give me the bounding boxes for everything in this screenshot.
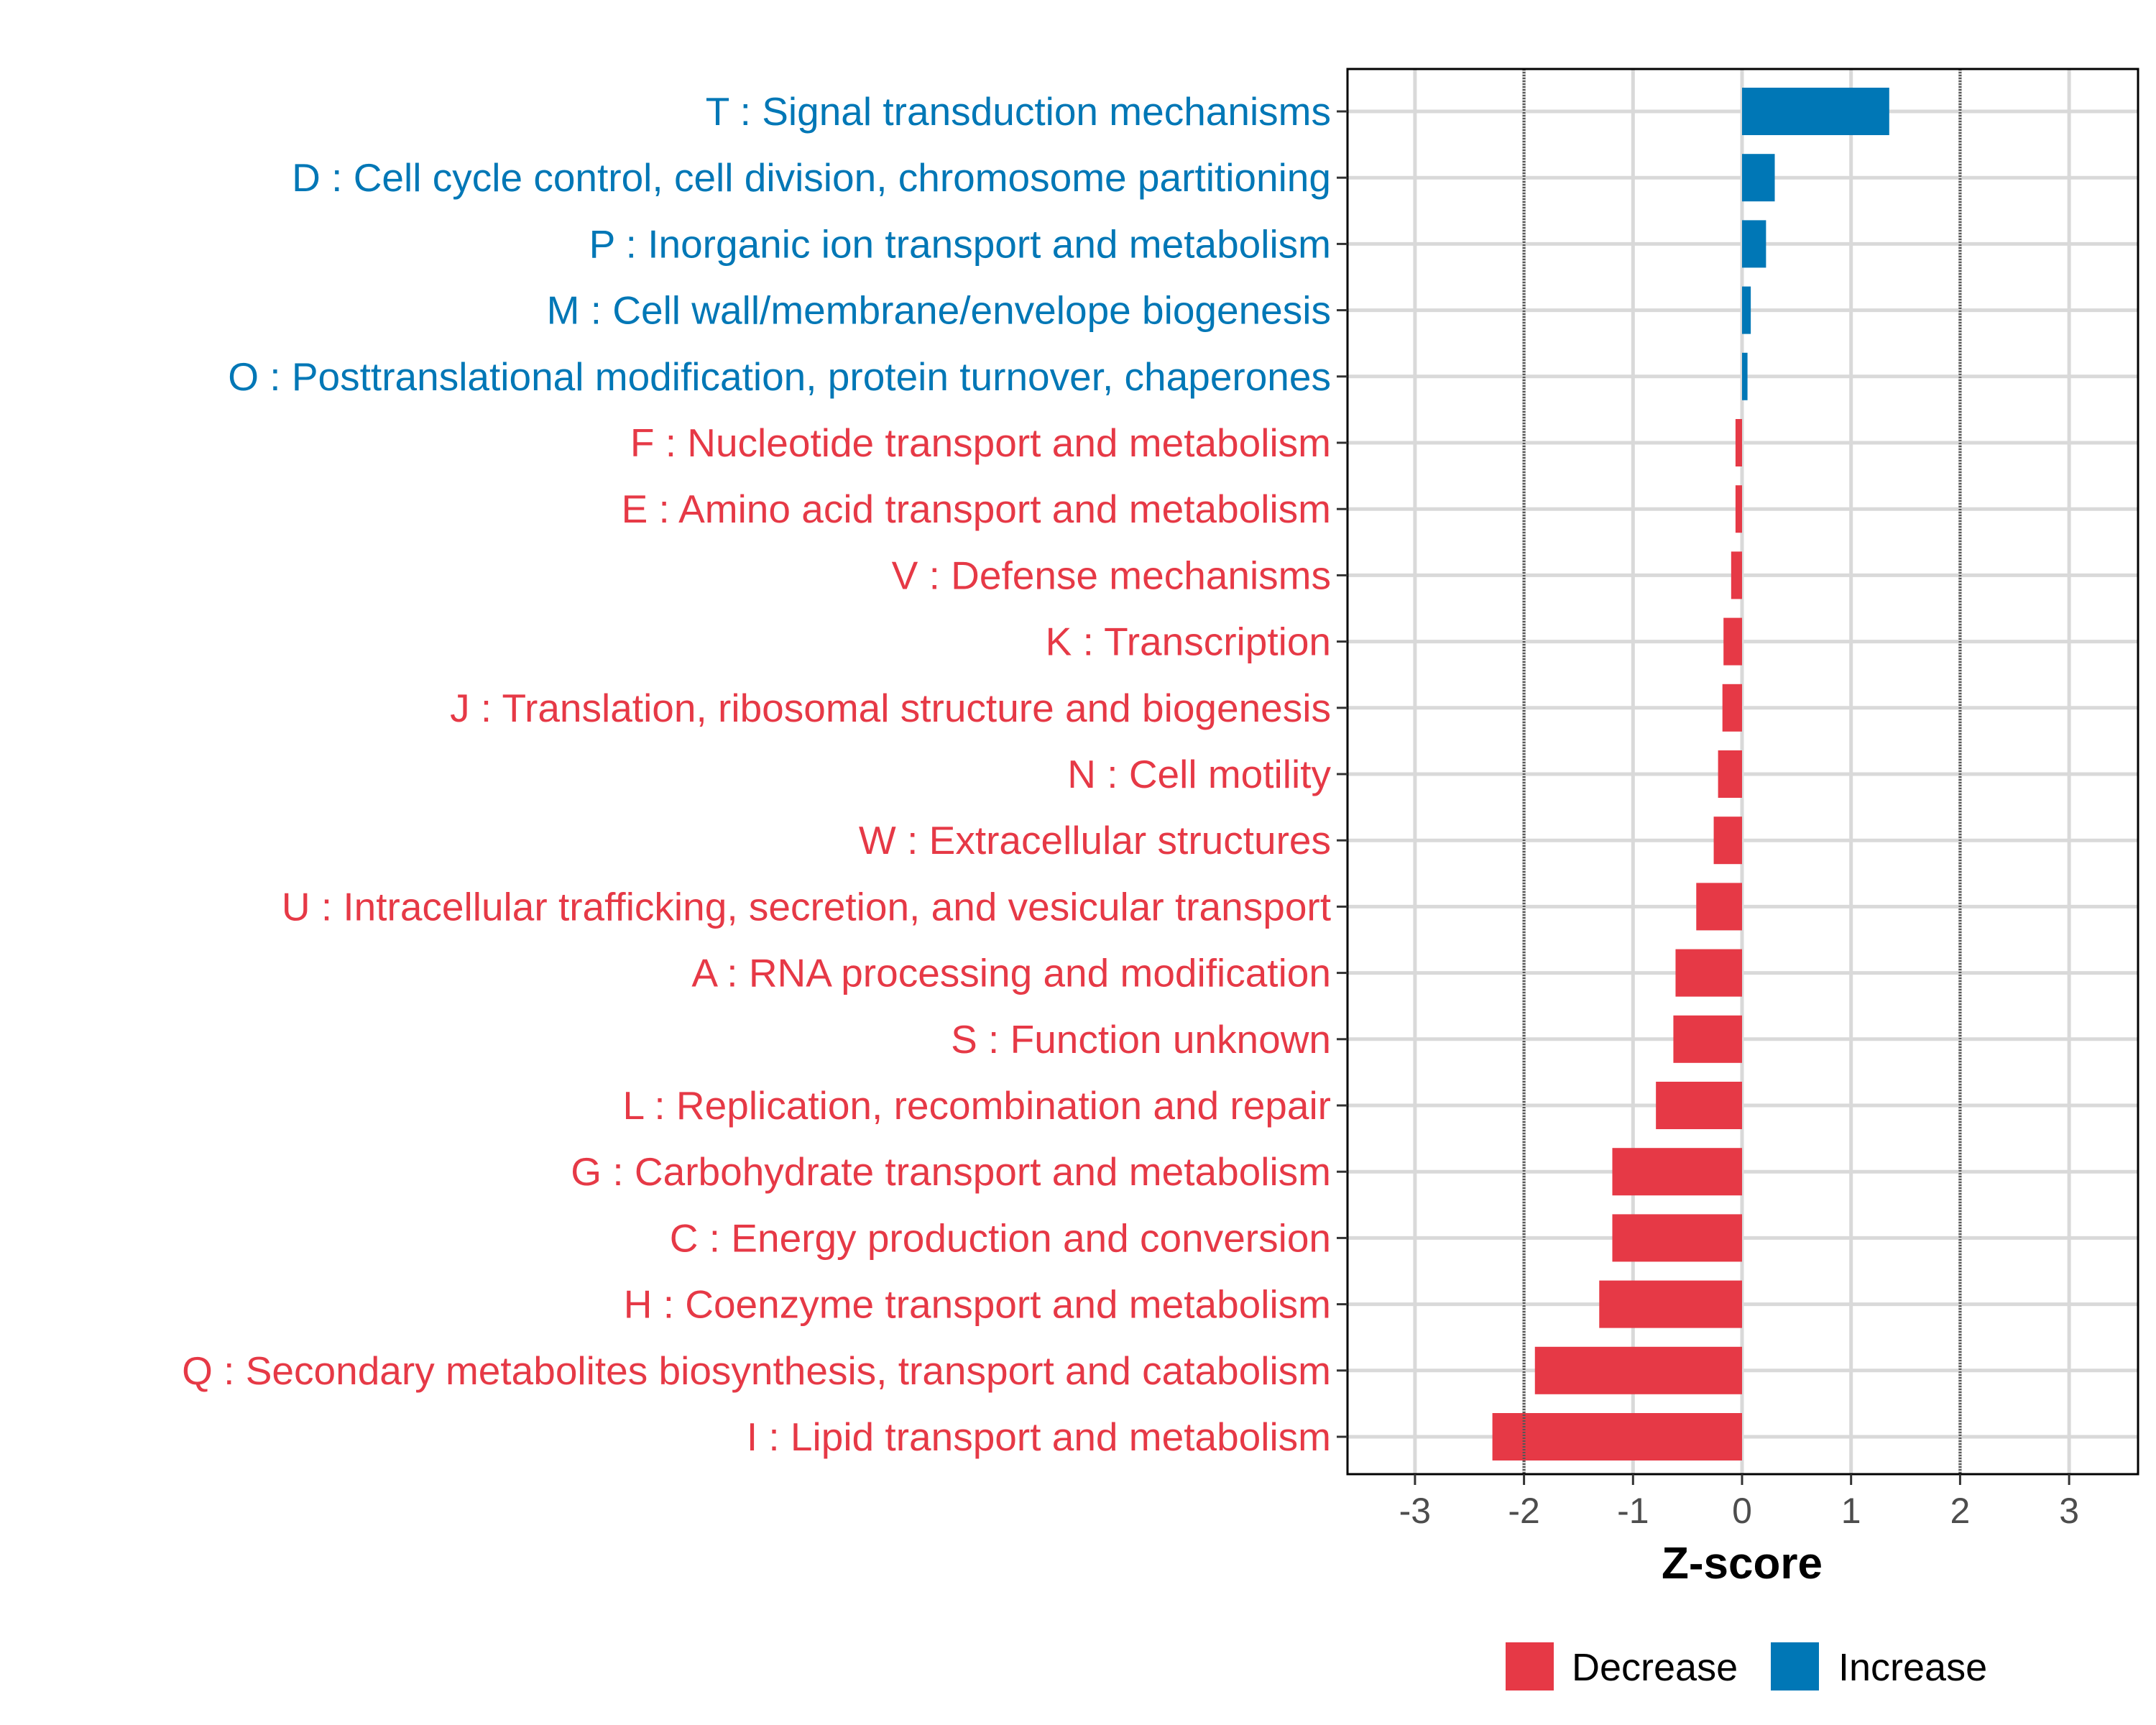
category-label: C : Energy production and conversion [670,1215,1331,1260]
bar [1735,419,1742,466]
bar [1612,1214,1742,1262]
category-label: S : Function unknown [951,1017,1331,1062]
bar [1492,1413,1742,1460]
category-label: T : Signal transduction mechanisms [706,89,1331,134]
category-label: I : Lipid transport and metabolism [747,1414,1331,1459]
category-label: P : Inorganic ion transport and metaboli… [589,221,1331,266]
legend-label-decrease: Decrease [1572,1646,1738,1689]
category-label: L : Replication, recombination and repai… [623,1083,1331,1128]
category-label: U : Intracellular trafficking, secretion… [282,884,1331,929]
category-label: A : RNA processing and modification [691,951,1331,995]
x-tick-label: -3 [1399,1491,1431,1531]
bar [1735,485,1742,533]
bar [1599,1280,1742,1328]
x-tick-label: 3 [2059,1491,2079,1531]
bar [1723,617,1742,666]
category-label: H : Coenzyme transport and metabolism [624,1282,1331,1327]
bar [1722,684,1742,732]
category-label: W : Extracellular structures [859,818,1331,862]
bar [1742,220,1766,268]
category-label: O : Posttranslational modification, prot… [228,354,1331,399]
bar [1718,750,1742,798]
x-axis-title: Z-score [1662,1539,1823,1588]
bar [1534,1346,1742,1394]
bar [1742,286,1751,334]
x-tick-label: 2 [1950,1491,1970,1531]
bar [1673,1015,1742,1063]
category-label: K : Transcription [1046,620,1331,664]
bar [1675,949,1742,997]
x-tick-label: -2 [1508,1491,1539,1531]
category-label: F : Nucleotide transport and metabolism [630,420,1331,465]
category-label: Q : Secondary metabolites biosynthesis, … [182,1348,1331,1393]
bar [1742,88,1889,135]
bar [1713,816,1742,865]
legend-swatch-increase [1771,1642,1819,1690]
category-label: J : Translation, ribosomal structure and… [450,686,1331,730]
category-label: G : Carbohydrate transport and metabolis… [571,1149,1331,1194]
bar [1742,352,1748,400]
x-tick-label: 1 [1841,1491,1861,1531]
bar [1696,883,1742,931]
category-label: M : Cell wall/membrane/envelope biogenes… [547,288,1331,333]
category-label: D : Cell cycle control, cell division, c… [292,155,1331,200]
bar [1731,551,1742,599]
category-label: N : Cell motility [1067,752,1331,796]
bar [1656,1082,1742,1129]
bars [1492,88,1889,1460]
grid-lines [1348,69,2138,1474]
category-labels: T : Signal transduction mechanisms D : Ce… [182,89,1348,1459]
bar [1742,154,1775,202]
x-axis-ticks: -3 -2 -1 0 1 2 3 [1399,1474,2079,1531]
bar [1612,1148,1742,1196]
x-tick-label: -1 [1617,1491,1649,1531]
legend-label-increase: Increase [1838,1646,1987,1689]
threshold-lines [1522,69,1962,1474]
legend-swatch-decrease [1506,1642,1554,1690]
x-tick-label: 0 [1732,1491,1752,1531]
category-label: V : Defense mechanisms [892,553,1331,597]
category-label: E : Amino acid transport and metabolism [622,487,1331,531]
legend: Decrease Increase [1506,1642,1987,1690]
